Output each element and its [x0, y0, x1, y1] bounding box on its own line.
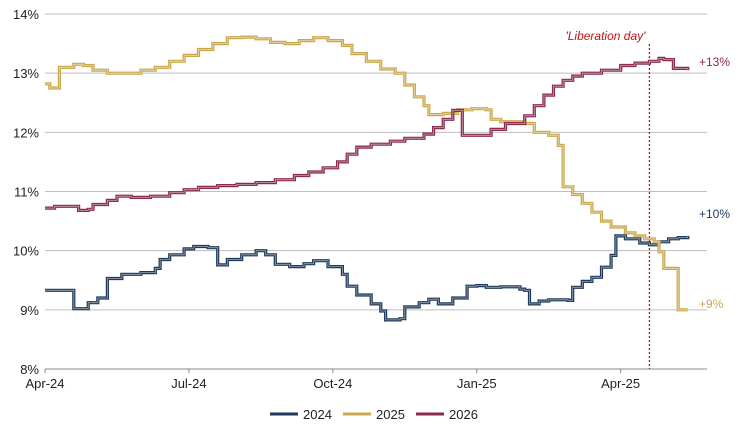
series-line-2025-inner	[45, 36, 688, 311]
annotation-label: 'Liberation day'	[565, 29, 646, 43]
y-tick-label: 13%	[13, 66, 39, 81]
y-axis-tick-labels: 8% 9% 10% 11% 12% 13% 14%	[13, 7, 39, 377]
legend: 2024 2025 2026	[270, 407, 478, 422]
end-label-2025: +9%	[699, 297, 724, 311]
legend-label-2026: 2026	[449, 407, 478, 422]
x-tick-label: Jul-24	[171, 376, 206, 391]
series-line-2025-outer	[45, 35, 688, 312]
gridlines	[45, 13, 707, 370]
y-tick-label: 10%	[13, 244, 39, 259]
x-tick-label: Apr-25	[601, 376, 640, 391]
y-tick-label: 9%	[20, 303, 39, 318]
x-tick-label: Apr-24	[25, 376, 64, 391]
end-label-2024: +10%	[699, 207, 730, 221]
legend-label-2025: 2025	[376, 407, 405, 422]
x-axis-tick-labels: Apr-24 Jul-24 Oct-24 Jan-25 Apr-25	[25, 369, 640, 391]
series-line-2026-inner	[45, 58, 689, 211]
y-tick-label: 14%	[13, 7, 39, 22]
y-tick-label: 12%	[13, 125, 39, 140]
x-tick-label: Oct-24	[313, 376, 352, 391]
y-tick-label: 11%	[14, 185, 39, 200]
series-line-2024-outer	[45, 234, 690, 322]
series-line-2024-inner	[45, 235, 689, 321]
y-tick-label: 8%	[20, 362, 39, 377]
end-label-2026: +13%	[699, 55, 730, 69]
end-labels: +10% +9% +13%	[699, 55, 730, 311]
annotation-group: 'Liberation day'	[565, 29, 651, 369]
series-line-2026-outer	[45, 56, 690, 212]
x-tick-label: Jan-25	[457, 376, 497, 391]
series-lines	[45, 35, 690, 322]
legend-label-2024: 2024	[303, 407, 332, 422]
